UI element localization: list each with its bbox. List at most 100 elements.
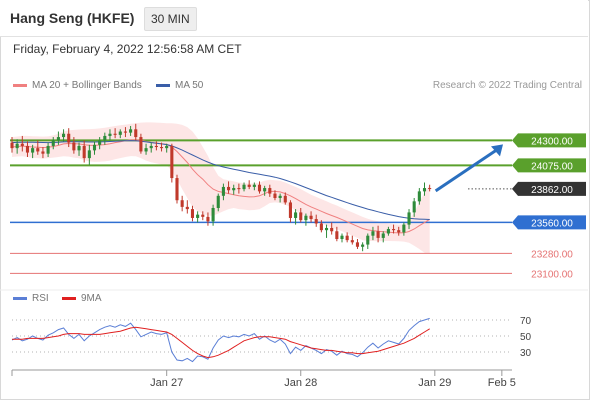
candle-body — [129, 129, 133, 133]
candle — [92, 141, 97, 155]
research-credit: Research © 2022 Trading Central — [432, 80, 582, 91]
candle — [211, 204, 215, 226]
x-tick-label: Jan 27 — [150, 377, 183, 389]
candle-body — [154, 145, 158, 148]
candle-body — [324, 227, 329, 231]
candle — [77, 142, 81, 156]
candle — [355, 239, 360, 249]
candle-body — [273, 193, 277, 199]
candle — [294, 209, 298, 225]
rsi-tick-label: 50 — [520, 332, 532, 343]
candle-body — [371, 231, 375, 236]
candle — [324, 224, 329, 238]
candle-body — [36, 148, 40, 152]
candle-body — [190, 209, 195, 218]
candle-body — [288, 202, 292, 218]
candle — [283, 192, 287, 205]
candle-body — [165, 145, 169, 149]
candle-body — [211, 207, 215, 222]
candle-body — [134, 129, 138, 138]
legend-rsi-ma: 9MA — [62, 293, 102, 304]
candle — [237, 183, 241, 194]
candle — [123, 127, 127, 138]
ma50-swatch — [156, 83, 170, 87]
candle-body — [381, 233, 385, 238]
candle — [108, 129, 112, 141]
candle — [288, 200, 292, 223]
candle — [196, 211, 200, 223]
candle — [41, 147, 45, 159]
period-button[interactable]: 30 MIN — [144, 7, 197, 31]
x-tick-label: Feb 5 — [488, 377, 516, 389]
rsi-line — [11, 317, 430, 363]
candle-body — [366, 235, 370, 245]
candle-body — [345, 235, 349, 241]
candle-body — [98, 140, 102, 145]
candle — [190, 205, 195, 222]
candle-body — [278, 195, 282, 199]
candle-body — [221, 186, 225, 196]
candle-body — [252, 184, 256, 187]
candle-body — [10, 142, 14, 149]
candle-body — [149, 145, 153, 149]
ma50-line — [11, 140, 430, 220]
candle — [268, 184, 272, 197]
candle-body — [355, 242, 360, 247]
candle-body — [417, 191, 421, 202]
candle-body — [82, 145, 86, 159]
x-tick-label: Jan 28 — [284, 377, 317, 389]
candle — [314, 214, 318, 227]
rsi-label: RSI — [32, 293, 49, 304]
candle — [82, 140, 86, 163]
candle-body — [118, 131, 122, 135]
header: Hang Seng (HKFE) 30 MIN — [0, 0, 588, 37]
candle-body — [392, 229, 396, 231]
candle — [361, 242, 365, 252]
candle — [386, 226, 390, 236]
candle-body — [299, 212, 303, 221]
candle — [304, 213, 308, 226]
candle-body — [335, 231, 339, 240]
candle — [397, 226, 401, 236]
level-label-pivot: 23560.00 — [531, 218, 573, 229]
candle — [25, 141, 30, 158]
candle-body — [237, 188, 241, 190]
candle-body — [72, 142, 76, 151]
candle — [402, 222, 406, 236]
candle — [201, 211, 205, 221]
candle-body — [175, 178, 179, 201]
candle-body — [242, 184, 246, 190]
candle — [118, 129, 122, 139]
candle-body — [309, 215, 313, 220]
candle — [149, 142, 153, 153]
level-label-resistance_2: 24300.00 — [531, 136, 573, 147]
candle-body — [294, 212, 298, 218]
candle-body — [139, 137, 143, 152]
candle — [15, 139, 19, 154]
rsi-ma-swatch — [62, 296, 76, 300]
level-tag-last_price — [512, 181, 586, 196]
candle — [165, 143, 169, 153]
candle — [392, 224, 396, 234]
candle — [257, 181, 262, 194]
rsi-ma-label: 9MA — [81, 293, 102, 304]
candle-body — [113, 133, 117, 135]
candle-body — [46, 145, 50, 154]
candle-body — [31, 148, 35, 153]
candle-body — [361, 244, 365, 247]
candle-body — [412, 201, 416, 213]
candle-body — [123, 131, 127, 133]
candle-body — [196, 214, 200, 218]
candle — [299, 207, 303, 223]
candle — [46, 142, 50, 158]
candle-body — [56, 137, 60, 141]
candle — [412, 198, 416, 217]
candle — [175, 174, 179, 204]
candle-body — [350, 240, 354, 243]
candle — [247, 180, 251, 190]
candle — [185, 200, 189, 214]
candle — [371, 226, 375, 241]
bollinger-band — [12, 122, 430, 254]
candle — [242, 182, 246, 192]
legend-ma50: MA 50 — [156, 80, 203, 91]
